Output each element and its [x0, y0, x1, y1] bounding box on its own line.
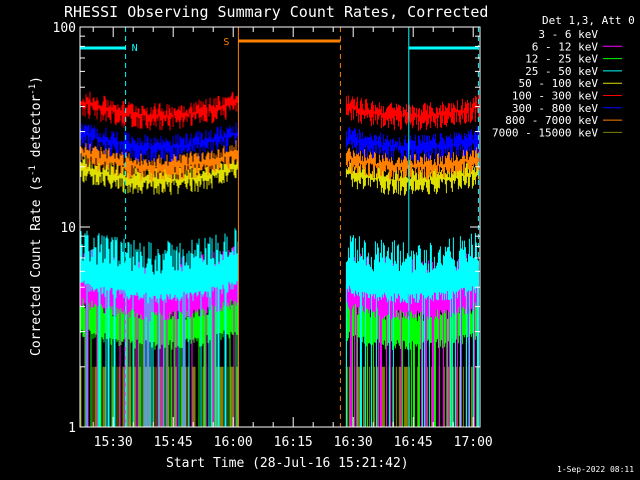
- y-axis-label-tail: ): [29, 76, 44, 84]
- y-tick-label-2: 100: [53, 21, 76, 36]
- x-tick-label-1: 15:45: [154, 435, 193, 450]
- legend-label-6: 300 - 800 keV: [512, 102, 598, 115]
- x-tick-label-6: 17:00: [454, 435, 493, 450]
- x-tick-label-5: 16:45: [394, 435, 433, 450]
- y-axis-label-main: Corrected Count Rate (s: [29, 176, 44, 356]
- y-axis-label: Corrected Count Rate (s-1 detector-1): [28, 76, 44, 356]
- chart-title: RHESSI Observing Summary Count Rates, Co…: [64, 3, 488, 21]
- timestamp: 1-Sep-2022 08:11: [557, 465, 634, 474]
- legend-label-1: 6 - 12 keV: [532, 40, 599, 53]
- legend-label-8: 7000 - 15000 keV: [492, 126, 598, 139]
- plot-area: NS: [79, 27, 479, 427]
- y-axis-label-sup2: -1: [28, 84, 38, 95]
- series-6-segment-1: [345, 126, 479, 162]
- legend-label-4: 50 - 100 keV: [519, 77, 599, 90]
- x-tick-label-3: 16:15: [274, 435, 313, 450]
- x-axis-label: Start Time (28-Jul-16 15:21:42): [166, 456, 409, 471]
- legend-label-2: 12 - 25 keV: [525, 53, 598, 66]
- legend-header: Det 1,3, Att 0: [542, 14, 635, 27]
- series-5-segment-1: [345, 94, 479, 131]
- y-axis-label-mid: detector: [29, 95, 44, 166]
- series-7-segment-1: [345, 146, 479, 182]
- series-3-segment-1: [345, 233, 479, 427]
- x-axis-ticks: 15:30 15:45 16:00 16:15 16:30 16:45 17:00: [92, 27, 493, 450]
- x-tick-label-4: 16:30: [334, 435, 373, 450]
- legend-label-3: 25 - 50 keV: [525, 65, 598, 78]
- y-tick-label-1: 10: [60, 221, 76, 236]
- legend-label-7: 800 - 7000 keV: [505, 114, 598, 127]
- data-layer: [79, 91, 479, 427]
- saa-label: S: [223, 37, 229, 48]
- legend-label-5: 100 - 300 keV: [512, 90, 598, 103]
- y-axis-label-sup: -1: [28, 165, 38, 176]
- x-tick-label-2: 16:00: [214, 435, 253, 450]
- x-tick-label-0: 15:30: [94, 435, 133, 450]
- y-tick-label-0: 1: [68, 421, 76, 436]
- night-label: N: [132, 43, 138, 54]
- y-axis-ticks: 1 10 100: [53, 21, 480, 436]
- legend-label-0: 3 - 6 keV: [538, 28, 598, 41]
